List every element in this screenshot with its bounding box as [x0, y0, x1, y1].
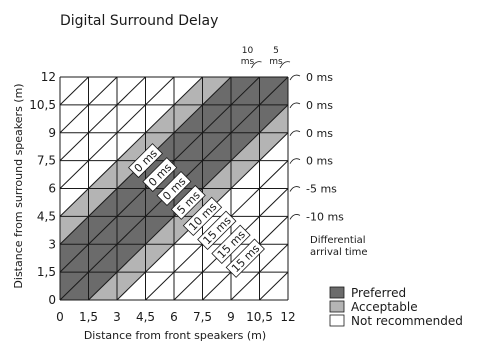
y-tick-label: 9: [48, 126, 56, 140]
grid-line-diagonal: [230, 243, 289, 301]
top-label-number: 10: [242, 46, 254, 56]
diagonal-label-box: [142, 157, 178, 193]
y-tick-label: 1,5: [37, 265, 56, 279]
x-tick-label: 7,5: [193, 310, 212, 324]
y-axis-label: Distance from surround speakers (m): [12, 83, 25, 288]
diagonal-label-box: [197, 210, 237, 250]
grid-line-diagonal: [259, 271, 289, 301]
x-tick-label: 0: [56, 310, 64, 324]
diagonal-label-box: [225, 238, 265, 278]
grid-line-diagonal: [59, 76, 175, 189]
right-delay-labels: 0 ms 0 ms 0 ms 0 ms -5 ms -10 ms: [289, 71, 344, 223]
y-tick-label: 7,5: [37, 154, 56, 168]
diagonal-label-box: [211, 224, 251, 264]
top-label-leader: [251, 61, 262, 69]
axis-ticks: 0 1,5 3 4,5 6 7,5 9 10,5 12 0 1,5 3 4,5 6 7,5 9 10,5 12: [29, 70, 295, 324]
y-tick-label: 10,5: [29, 98, 56, 112]
x-tick-label: 4,5: [136, 310, 155, 324]
grid-line-diagonal: [59, 76, 203, 217]
y-tick-label: 6: [48, 182, 56, 196]
right-label-text: 0 ms: [306, 99, 333, 112]
diagonal-label-box: [182, 196, 223, 237]
differential-caption: Differential arrival time: [310, 235, 368, 258]
top-label-unit: ms: [269, 57, 283, 67]
y-tick-label: 0: [48, 293, 56, 307]
right-label-leader: [289, 186, 301, 192]
legend-swatch: [329, 300, 345, 313]
right-label-leader: [289, 74, 301, 81]
right-label-leader: [289, 214, 301, 220]
x-axis-label: Distance from front speakers (m): [84, 329, 266, 342]
legend-label: Preferred: [351, 286, 406, 300]
top-label-unit: ms: [241, 57, 255, 67]
diagonal-label-box: [156, 171, 192, 206]
top-label-number: 5: [273, 46, 279, 56]
grid-line-diagonal: [59, 76, 146, 161]
y-tick-label: 4,5: [37, 209, 56, 223]
right-label-leader: [289, 130, 301, 136]
x-tick-label: 10,5: [246, 310, 273, 324]
right-label-text: 0 ms: [306, 127, 333, 140]
y-tick-label: 3: [48, 237, 56, 251]
x-tick-label: 6: [170, 310, 178, 324]
legend-swatch: [329, 286, 345, 299]
chart-title: Digital Surround Delay: [60, 13, 218, 29]
right-label-leader: [289, 102, 301, 109]
legend-swatch: [329, 314, 345, 327]
legend-label: Not recommended: [351, 314, 463, 328]
x-tick-label: 1,5: [79, 310, 98, 324]
right-label-text: -10 ms: [306, 210, 344, 223]
legend-label: Acceptable: [351, 300, 418, 314]
y-tick-label: 12: [41, 70, 56, 84]
grid-line-diagonal: [59, 76, 89, 106]
right-label-text: 0 ms: [306, 155, 333, 168]
diagonal-label-box: [170, 184, 206, 220]
top-label-leader: [279, 61, 291, 69]
right-label-text: 0 ms: [306, 71, 333, 84]
right-label-leader: [289, 158, 301, 164]
x-tick-label: 12: [280, 310, 295, 324]
grid-line-diagonal: [59, 76, 118, 134]
caption-line: Differential: [310, 235, 366, 246]
x-tick-label: 9: [227, 310, 235, 324]
caption-line: arrival time: [310, 247, 368, 258]
diagonal-label-box: [128, 143, 163, 179]
right-label-text: -5 ms: [306, 183, 337, 196]
x-tick-label: 3: [113, 310, 121, 324]
